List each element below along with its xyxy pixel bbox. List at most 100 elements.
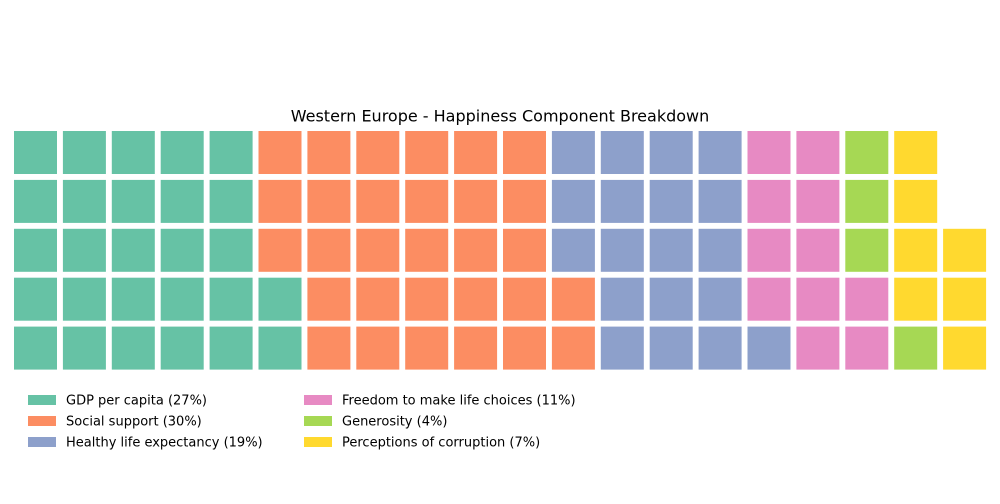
- legend-swatch: [28, 395, 56, 405]
- waffle-cell: [258, 277, 302, 321]
- waffle-cell: [356, 277, 400, 321]
- waffle-cell: [111, 131, 155, 174]
- waffle-cell: [14, 228, 57, 272]
- waffle-cell: [62, 131, 106, 174]
- waffle-cell: [551, 228, 595, 272]
- waffle-cell: [845, 228, 889, 272]
- waffle-cell: [62, 228, 106, 272]
- waffle-cell: [551, 179, 595, 223]
- waffle-cell: [111, 277, 155, 321]
- waffle-cell: [160, 228, 204, 272]
- legend-label: Freedom to make life choices (11%): [342, 394, 576, 409]
- waffle-cell: [600, 131, 644, 174]
- waffle-cell: [356, 131, 400, 174]
- waffle-cell: [845, 277, 889, 321]
- waffle-cell: [747, 228, 791, 272]
- waffle-cell: [600, 277, 644, 321]
- legend-swatch: [304, 416, 332, 426]
- legend-label: GDP per capita (27%): [66, 394, 207, 409]
- waffle-cell: [796, 326, 840, 370]
- waffle-cell: [111, 179, 155, 223]
- waffle-cell: [209, 179, 253, 223]
- legend-swatch: [28, 416, 56, 426]
- legend-label: Social support (30%): [66, 415, 202, 430]
- waffle-cell: [405, 131, 449, 174]
- waffle-cell: [405, 326, 449, 370]
- waffle-cell: [209, 228, 253, 272]
- waffle-cell: [943, 326, 987, 370]
- legend-swatch: [304, 437, 332, 447]
- waffle-cell: [209, 326, 253, 370]
- waffle-cell: [894, 326, 938, 370]
- waffle-cell: [454, 131, 498, 174]
- waffle-cell: [747, 326, 791, 370]
- waffle-cell: [160, 131, 204, 174]
- waffle-cell: [698, 277, 742, 321]
- waffle-cell: [894, 179, 938, 223]
- waffle-cell: [600, 179, 644, 223]
- waffle-cell: [62, 179, 106, 223]
- waffle-cell: [943, 228, 987, 272]
- waffle-cell: [845, 179, 889, 223]
- waffle-cell: [649, 228, 693, 272]
- waffle-cell: [894, 228, 938, 272]
- waffle-cell: [14, 131, 57, 174]
- waffle-cell: [307, 131, 351, 174]
- waffle-cell: [698, 179, 742, 223]
- waffle-cell: [258, 228, 302, 272]
- waffle-cell: [258, 131, 302, 174]
- waffle-cell: [600, 326, 644, 370]
- waffle-cell: [894, 277, 938, 321]
- waffle-cell: [551, 326, 595, 370]
- waffle-cell: [503, 277, 546, 321]
- waffle-cell: [356, 179, 400, 223]
- waffle-cell: [845, 326, 889, 370]
- waffle-cell: [307, 228, 351, 272]
- waffle-cell: [943, 277, 987, 321]
- waffle-cell: [62, 277, 106, 321]
- waffle-cell: [845, 131, 889, 174]
- waffle-cell: [454, 277, 498, 321]
- waffle-cell: [600, 228, 644, 272]
- waffle-cell: [796, 228, 840, 272]
- waffle-cell: [649, 131, 693, 174]
- waffle-cell: [551, 131, 595, 174]
- waffle-cell: [503, 228, 546, 272]
- legend-label: Perceptions of corruption (7%): [342, 436, 540, 451]
- waffle-cell: [454, 228, 498, 272]
- legend-label: Generosity (4%): [342, 415, 447, 430]
- waffle-cell: [894, 131, 938, 174]
- waffle-cell: [698, 228, 742, 272]
- waffle-cell: [14, 179, 57, 223]
- waffle-cell: [405, 228, 449, 272]
- waffle-cell: [649, 277, 693, 321]
- waffle-cell: [62, 326, 106, 370]
- chart-title: Western Europe - Happiness Component Bre…: [291, 107, 710, 126]
- legend-swatch: [28, 437, 56, 447]
- waffle-cell: [307, 326, 351, 370]
- waffle-cell: [649, 326, 693, 370]
- waffle-cell: [111, 228, 155, 272]
- waffle-cell: [649, 179, 693, 223]
- waffle-cell: [14, 277, 57, 321]
- waffle-cell: [14, 326, 57, 370]
- waffle-cell: [747, 131, 791, 174]
- waffle-cell: [209, 277, 253, 321]
- waffle-cell: [356, 326, 400, 370]
- waffle-cell: [796, 277, 840, 321]
- waffle-cell: [503, 131, 546, 174]
- waffle-cell: [307, 179, 351, 223]
- waffle-cell: [503, 179, 546, 223]
- waffle-cell: [258, 179, 302, 223]
- waffle-cell: [160, 179, 204, 223]
- waffle-cell: [160, 326, 204, 370]
- waffle-cell: [551, 277, 595, 321]
- waffle-cell: [796, 131, 840, 174]
- waffle-cell: [503, 326, 546, 370]
- waffle-cell: [454, 326, 498, 370]
- waffle-cell: [747, 179, 791, 223]
- waffle-cell: [454, 179, 498, 223]
- waffle-cell: [747, 277, 791, 321]
- waffle-cell: [796, 179, 840, 223]
